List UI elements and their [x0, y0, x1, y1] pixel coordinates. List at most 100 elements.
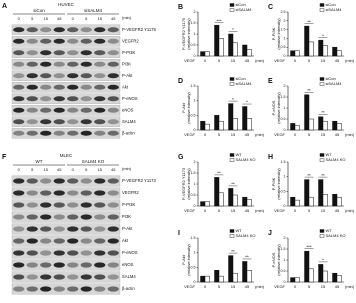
bar — [218, 120, 224, 131]
time-label: 5 — [31, 16, 34, 21]
x-axis-unit: (min) — [255, 284, 265, 289]
legend-swatch — [229, 234, 235, 238]
bar — [204, 275, 210, 283]
bar — [322, 270, 328, 283]
bar — [200, 201, 206, 207]
blot-band — [40, 262, 52, 268]
row-label: eNOS — [122, 107, 134, 112]
legend-swatch — [229, 82, 235, 86]
blot-band — [107, 61, 119, 67]
blot-band — [94, 27, 106, 33]
time-label: 0 — [18, 167, 21, 172]
blot-band — [80, 119, 92, 125]
blot-band — [40, 130, 52, 136]
blot-band — [40, 61, 52, 67]
time-unit: (min) — [122, 166, 132, 171]
bar — [232, 42, 238, 57]
time-label: 5 — [85, 16, 88, 21]
time-label: 45 — [111, 167, 116, 172]
blot-band — [80, 38, 92, 44]
bar — [242, 44, 248, 57]
blot-band — [13, 50, 25, 56]
bar — [214, 24, 220, 57]
bar — [318, 116, 324, 131]
blot-band — [80, 226, 92, 232]
bar — [336, 50, 342, 57]
bar — [246, 118, 252, 131]
bar — [228, 188, 234, 207]
time-label: 0 — [72, 16, 75, 21]
bar — [304, 25, 310, 57]
blot-band — [67, 107, 79, 113]
legend-swatch — [319, 3, 325, 7]
bar — [290, 196, 296, 207]
x-tick-label: 0 — [294, 208, 297, 213]
blot-strip — [11, 283, 121, 295]
y-axis-label: P-VEGFR2 Y1175 — [181, 17, 186, 50]
blot-strip — [11, 70, 121, 81]
blot-band — [53, 226, 65, 232]
y-tick-label: 1.5 — [191, 21, 196, 25]
y-tick-label: 0 — [194, 204, 196, 208]
y-tick-label: 0 — [284, 54, 286, 58]
legend-label: WT — [326, 152, 333, 157]
blot-band — [80, 50, 92, 56]
x-tick-label: 45 — [245, 58, 250, 63]
x-axis-label: VEGF — [274, 284, 285, 289]
row-label: SALM4 — [122, 274, 136, 279]
legend-label: siCon — [326, 2, 336, 7]
panel-letter: H — [268, 154, 273, 161]
bar — [200, 51, 206, 57]
y-tick-label: 0.5 — [281, 269, 286, 273]
blot-band — [67, 202, 79, 208]
bar — [308, 118, 314, 131]
blot-band — [26, 73, 38, 79]
blot-band — [40, 84, 52, 90]
blot-band — [107, 190, 119, 196]
blot-band — [40, 38, 52, 44]
bar — [232, 118, 238, 131]
panel-letter: G — [178, 154, 184, 161]
blot-band — [26, 190, 38, 196]
y-tick-label: 1 — [194, 182, 196, 186]
blot-band — [80, 73, 92, 79]
legend-swatch — [229, 158, 235, 162]
blot-band — [80, 250, 92, 256]
blot-band — [53, 61, 65, 67]
y-tick-label: 0 — [194, 128, 196, 132]
blot-strip — [11, 82, 121, 93]
blot-band — [13, 38, 25, 44]
blot-band — [80, 130, 92, 136]
x-tick-label: 5 — [308, 208, 311, 213]
x-tick-label: 45 — [245, 208, 250, 213]
blot-band — [94, 190, 106, 196]
blot-band — [40, 73, 52, 79]
time-label: 0 — [18, 16, 21, 21]
blot-band — [67, 38, 79, 44]
bar — [200, 275, 206, 283]
x-axis-label: VEGF — [184, 208, 195, 213]
x-tick-label: 0 — [294, 132, 297, 137]
x-axis-label: VEGF — [184, 58, 195, 63]
x-tick-label: 5 — [218, 208, 221, 213]
y-tick-label: 1.5 — [281, 247, 286, 251]
legend-swatch — [229, 229, 235, 233]
blot-band — [13, 178, 25, 184]
row-label: β-actin — [122, 130, 135, 135]
y-tick-label: 1.5 — [191, 84, 196, 88]
y-tick-label: 2 — [194, 10, 196, 14]
group-label: siSALM4 — [84, 8, 103, 13]
blot-band — [53, 202, 65, 208]
blot-band — [13, 130, 25, 136]
blot-band — [13, 238, 25, 244]
bar — [232, 272, 238, 283]
legend-swatch — [319, 234, 325, 238]
blot-band — [13, 274, 25, 280]
blot-strip — [11, 128, 121, 139]
time-label: 5 — [85, 167, 88, 172]
x-tick-label: 45 — [335, 132, 340, 137]
sig-mark: ** — [231, 182, 235, 187]
row-label: P-Akt — [122, 226, 133, 231]
blot-band — [26, 274, 38, 280]
blot-band — [26, 226, 38, 232]
